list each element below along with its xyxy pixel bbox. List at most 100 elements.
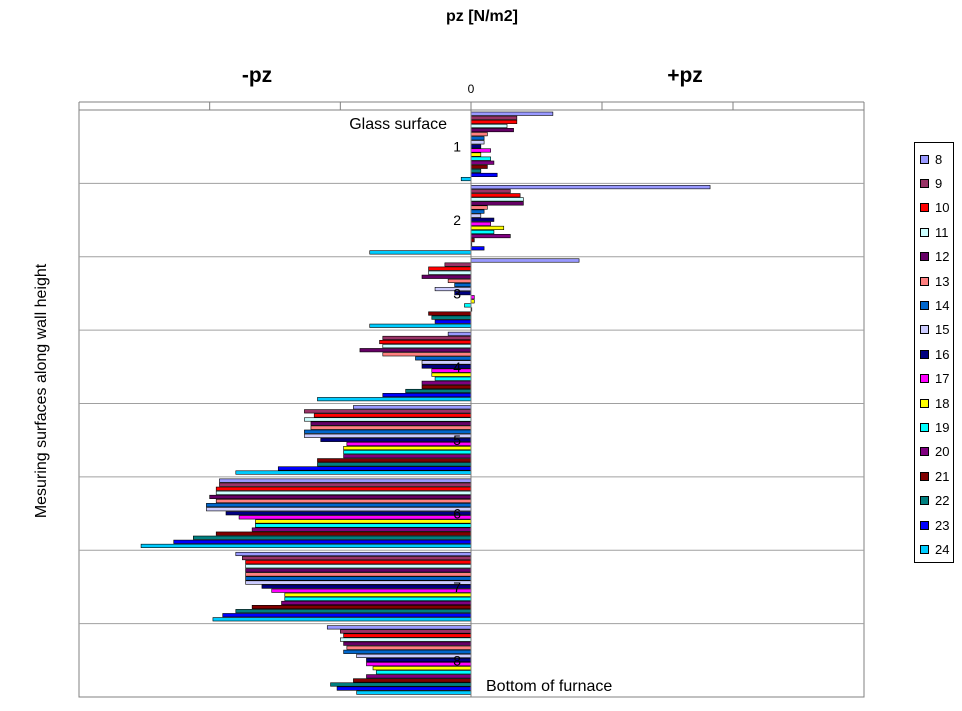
bar-group8-series-12 (343, 641, 472, 646)
bar-group6-series-18 (255, 519, 472, 524)
legend-label: 16 (935, 346, 950, 362)
group-label-8: 8 (453, 652, 461, 668)
legend-swatch (920, 252, 929, 262)
bar-group6-series-22 (193, 535, 472, 540)
legend-item-14: 14 (920, 297, 950, 313)
bar-group6-series-10 (215, 486, 472, 491)
legend-label: 24 (935, 541, 950, 557)
bar-group3-series-19 (464, 303, 472, 308)
group-label-6: 6 (453, 506, 461, 522)
bar-group6-series-20 (251, 527, 472, 532)
legend-label: 14 (935, 297, 950, 313)
bar-group4-series-24 (317, 397, 472, 402)
bar-group7-series-12 (245, 568, 472, 573)
legend-item-12: 12 (920, 249, 949, 264)
bar-group1-series-21 (470, 164, 488, 169)
group-label-3: 3 (453, 285, 461, 301)
bar-group5-series-13 (310, 425, 472, 430)
negative-side-label: -pz (242, 64, 272, 87)
bar-group4-series-12 (359, 348, 472, 353)
legend-swatch (920, 447, 929, 457)
bar-group2-series-12 (470, 201, 524, 206)
y-axis-label: Mesuring surfaces along wall height (33, 263, 50, 518)
bar-group6-series-14 (206, 503, 472, 508)
bar-group1-series-12 (470, 128, 514, 133)
bar-group1-series-16 (470, 144, 482, 149)
bar-group5-series-8 (353, 405, 472, 410)
bar-group6-series-19 (255, 523, 472, 528)
bar-group2-series-18 (470, 225, 505, 230)
legend-label: 22 (935, 493, 950, 509)
bar-group1-series-14 (470, 136, 485, 141)
bar-group6-series-13 (215, 498, 472, 504)
bar-group6-series-12 (209, 494, 472, 499)
bar-group3-series-21 (428, 311, 472, 316)
bar-group2-series-20 (470, 234, 511, 239)
legend-swatch (920, 325, 929, 335)
bar-group8-series-24 (356, 690, 472, 695)
bar-group5-series-16 (320, 437, 472, 442)
bar-group3-series-23 (434, 319, 472, 324)
legend-swatch (920, 178, 929, 188)
legend-item-18: 18 (920, 396, 949, 411)
plot-area: 1 2 3 4 5 6 7 8 (78, 101, 865, 698)
legend-item-24: 24 (920, 541, 950, 557)
bar-group4-series-18 (431, 372, 472, 377)
legend-label: 17 (935, 371, 950, 387)
bar-group1-series-15 (470, 140, 485, 145)
bar-group6-series-21 (215, 531, 472, 536)
bar-group1-series-9 (470, 115, 518, 120)
legend-item-20: 20 (920, 444, 949, 459)
bar-group8-series-21 (353, 678, 472, 683)
bar-group5-series-21 (317, 458, 472, 463)
bar-group7-series-11 (245, 564, 472, 569)
bar-group2-series-24 (369, 250, 472, 255)
bar-group7-series-16 (261, 584, 472, 589)
legend-label: 23 (935, 517, 950, 533)
bar-group4-series-22 (405, 388, 472, 394)
bar-group5-series-23 (277, 466, 472, 471)
bar-group3-series-12 (421, 274, 472, 279)
bar-group5-series-10 (313, 413, 472, 418)
bar-group4-series-20 (421, 380, 472, 385)
bar-group3-series-22 (431, 315, 472, 320)
bar-group8-series-23 (336, 686, 472, 691)
group-label-4: 4 (453, 359, 461, 375)
legend-item-16: 16 (920, 346, 950, 362)
bar-group1-series-23 (470, 172, 498, 177)
legend-item-22: 22 (920, 493, 950, 509)
bar-group1-series-18 (470, 152, 482, 157)
bar-group3-series-11 (428, 270, 472, 275)
bar-group5-series-9 (304, 409, 472, 414)
legend-item-10: 10 (920, 200, 949, 215)
chart-title: pz [N/m2] (446, 8, 518, 25)
bar-group7-series-23 (222, 613, 472, 618)
bar-group7-series-22 (235, 609, 472, 614)
bar-group5-series-18 (343, 446, 472, 451)
legend-swatch (920, 471, 929, 481)
bar-group7-series-17 (271, 588, 472, 593)
legend-swatch (920, 422, 929, 432)
bar-group4-series-10 (379, 339, 472, 345)
bar-group7-series-18 (284, 592, 472, 597)
bar-group4-series-14 (415, 356, 472, 361)
legend-label: 11 (935, 224, 949, 240)
group-label-5: 5 (453, 432, 461, 448)
bar-group3-series-10 (428, 266, 472, 271)
bar-group4-series-13 (382, 352, 472, 357)
legend-swatch (920, 520, 929, 530)
legend-item-21: 21 (920, 469, 949, 484)
bar-group4-series-15 (421, 360, 472, 365)
legend: 8 9 10 11 12 13 14 15 16 17 18 19 20 21 22 23 24 (914, 142, 954, 563)
bar-group7-series-13 (245, 572, 472, 577)
bar-group1-series-10 (470, 119, 518, 124)
bar-group7-series-19 (284, 596, 472, 601)
bar-group4-series-11 (382, 344, 472, 349)
bar-group8-series-9 (340, 629, 472, 634)
bar-group5-series-24 (235, 470, 472, 475)
legend-label: 19 (935, 419, 950, 435)
bar-group2-series-9 (470, 189, 511, 194)
bar-group7-series-10 (245, 560, 472, 565)
group-label-1: 1 (453, 139, 461, 155)
bar-group7-series-20 (281, 600, 472, 606)
